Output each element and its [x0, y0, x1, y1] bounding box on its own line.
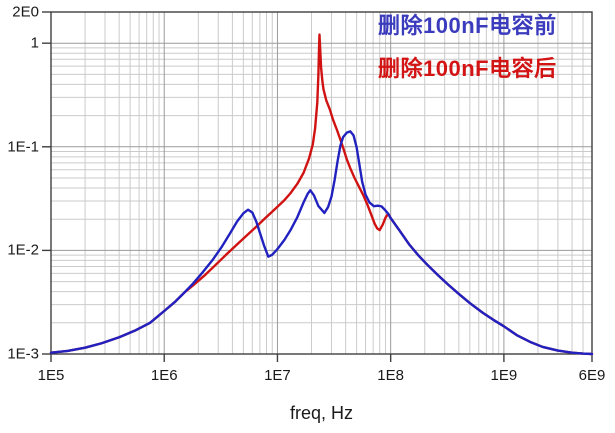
x-tick-label: 1E7: [264, 367, 291, 384]
legend-item-before-removal: 删除100nF电容前: [378, 13, 557, 38]
legend-item-after-removal: 删除100nF电容后: [378, 56, 557, 81]
curve-before-cap-removal: [49, 130, 594, 356]
x-tick-label: 1E5: [37, 367, 65, 384]
y-tick-label: 1E-2: [7, 241, 39, 259]
y-tick-label: 2E0: [12, 3, 39, 21]
y-tick-label: 1E-3: [7, 345, 39, 363]
y-tick-label: 1: [30, 34, 39, 52]
x-tick-label: 1E9: [490, 367, 518, 384]
x-tick-label: 1E8: [377, 367, 405, 384]
legend: 删除100nF电容前 删除100nF电容后: [378, 14, 557, 100]
x-tick-label: 6E9: [578, 367, 606, 384]
plot-border: [50, 11, 593, 355]
x-axis-title: freq, Hz: [289, 403, 354, 423]
y-tick-label: 1E-1: [7, 138, 39, 156]
x-tick-label: 1E6: [150, 367, 178, 384]
